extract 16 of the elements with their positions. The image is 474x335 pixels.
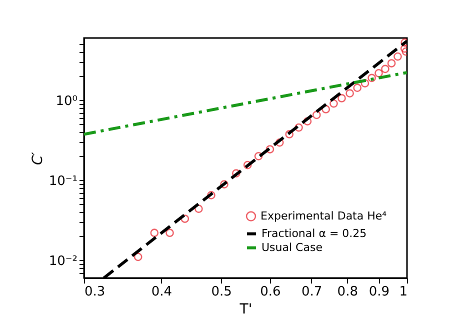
legend-label: Experimental Data He⁴	[260, 209, 388, 222]
x-tick-label: 0.3	[84, 284, 106, 300]
x-tick-label: 0.4	[151, 284, 172, 300]
x-tick-label: 0.6	[260, 284, 281, 300]
y-tick-label: 10⁻²	[48, 254, 78, 269]
legend-label: Fractional α = 0.25	[262, 226, 367, 240]
x-tick-label: 0.5	[211, 284, 232, 300]
x-tick-label: 0.8	[337, 284, 358, 300]
x-axis-title: T'	[238, 302, 252, 318]
legend-label: Usual Case	[262, 240, 323, 254]
x-tick-label: 0.9	[368, 284, 390, 300]
x-tick-label: 1	[399, 284, 408, 300]
y-axis-title: C′	[30, 151, 46, 165]
y-tick-label: 10⁻¹	[48, 174, 78, 189]
y-tick-label: 10⁰	[56, 94, 78, 109]
x-tick-label: 0.7	[301, 284, 322, 300]
